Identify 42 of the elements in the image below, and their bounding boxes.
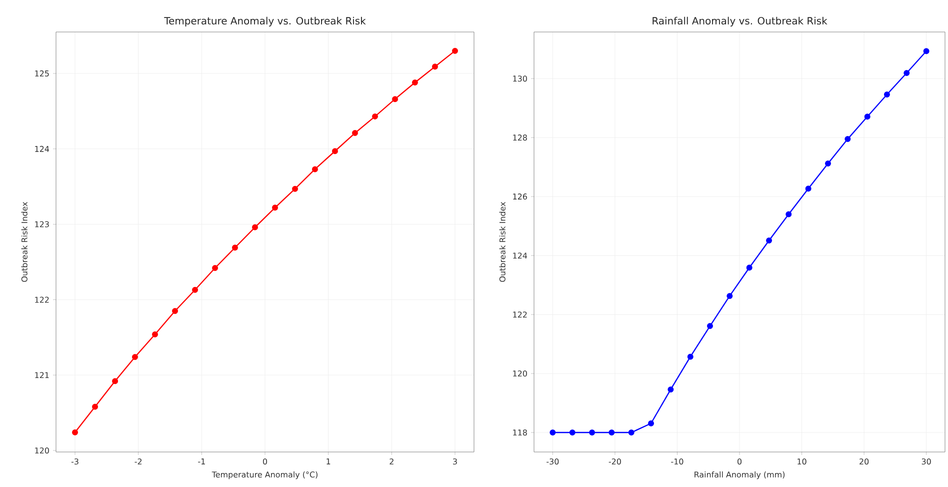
point xyxy=(452,48,458,54)
point xyxy=(648,420,654,426)
point xyxy=(550,430,556,436)
point xyxy=(112,378,118,384)
point xyxy=(608,430,615,436)
point xyxy=(844,136,851,142)
point xyxy=(172,308,178,314)
point xyxy=(292,186,298,192)
point xyxy=(412,80,418,86)
point xyxy=(786,211,792,218)
point xyxy=(805,186,812,192)
point xyxy=(746,264,752,271)
point xyxy=(569,430,576,436)
point xyxy=(372,113,378,120)
point xyxy=(726,292,733,299)
point xyxy=(825,160,831,167)
point xyxy=(668,386,674,392)
point xyxy=(92,404,98,410)
point xyxy=(252,224,258,230)
chart-title: Temperature Anomaly vs. Outbreak Risk xyxy=(164,16,366,26)
point xyxy=(232,244,238,251)
point xyxy=(923,48,930,54)
point xyxy=(432,64,438,70)
point xyxy=(884,92,890,98)
chart-title: Rainfall Anomaly vs. Outbreak Risk xyxy=(652,16,828,26)
point xyxy=(192,286,198,293)
point xyxy=(904,70,910,76)
point xyxy=(72,429,78,436)
point xyxy=(332,148,338,154)
point xyxy=(152,331,158,338)
point xyxy=(312,166,318,172)
point xyxy=(132,354,138,360)
point xyxy=(766,238,772,244)
point xyxy=(352,130,358,136)
point xyxy=(864,114,870,120)
point xyxy=(272,204,278,211)
point xyxy=(687,354,694,360)
point xyxy=(392,96,398,102)
point xyxy=(212,265,218,271)
point xyxy=(706,323,713,330)
point xyxy=(589,430,596,436)
point xyxy=(628,430,634,436)
